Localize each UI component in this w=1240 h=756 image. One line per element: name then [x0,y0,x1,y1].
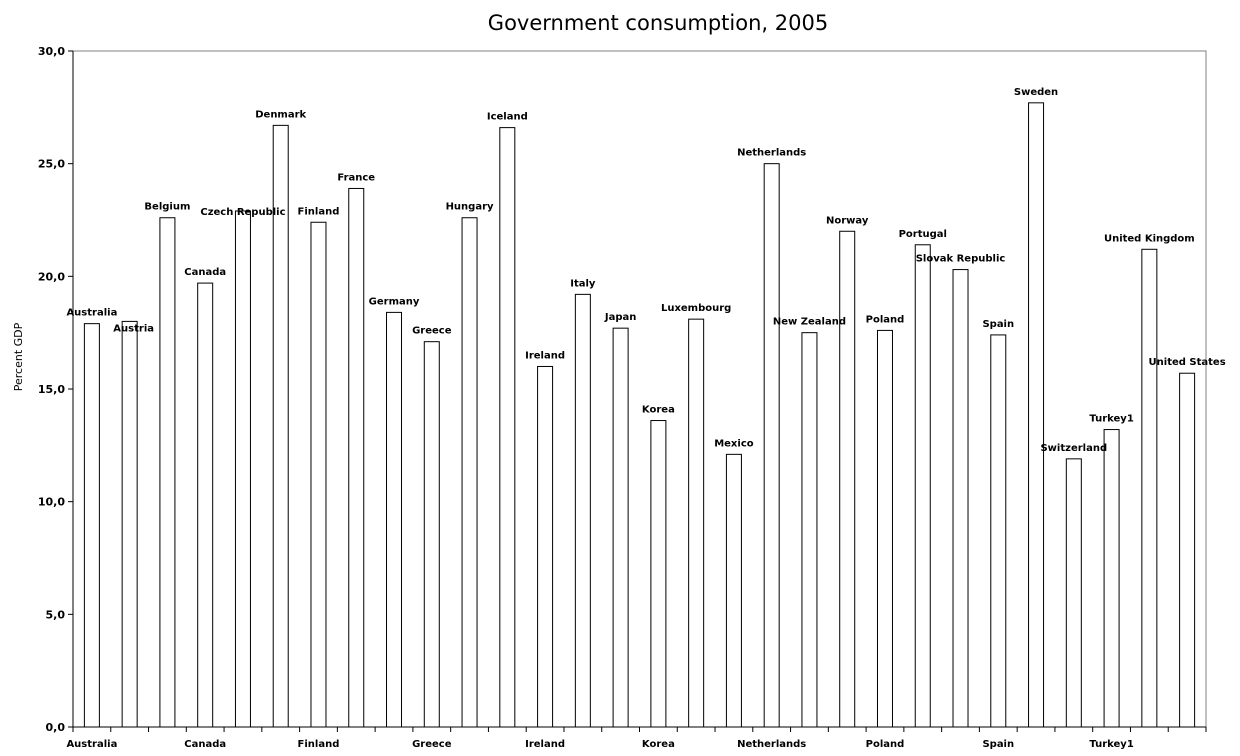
x-tick-label: Australia [66,739,117,750]
y-tick-label: 30,0 [38,45,65,58]
data-labels: Australia Austria Belgium Canada Czech Repub… [66,87,1225,454]
y-tick-label: 10,0 [38,496,65,509]
bar [574,293,591,728]
bar [83,323,100,728]
y-tick-label: 25,0 [38,158,65,171]
bar [310,221,327,728]
bar [1065,458,1082,728]
x-tick-label: Greece [412,739,452,750]
x-tick-label: Netherlands [737,739,806,750]
data-label: Italy [570,278,596,289]
data-label: Slovak Republic [916,254,1006,265]
bar [159,217,176,728]
y-tick-label: 0,0 [46,721,66,734]
bar [272,124,289,728]
data-label: United Kingdom [1104,233,1195,244]
plot-area [72,50,1207,728]
data-label: France [337,172,375,183]
y-tick-label: 15,0 [38,383,65,396]
bar [1103,429,1120,728]
chart-title: Government consumption, 2005 [488,11,828,35]
bar [763,163,780,728]
bar [688,318,705,728]
bar [725,453,742,728]
bar [386,311,403,728]
bar [1179,372,1196,728]
bar [121,320,138,728]
data-label: Finland [298,206,340,217]
data-label: Germany [369,296,420,307]
data-label: Korea [642,405,675,416]
bar [1141,248,1158,728]
y-tick-label: 5,0 [46,608,66,621]
bar [348,187,365,728]
x-tick-label: Poland [866,739,905,750]
data-label: Canada [184,267,226,278]
axes [68,50,1207,732]
bars [83,102,1196,728]
bar [499,127,516,728]
x-tick-label: Spain [982,739,1014,750]
bar [612,327,629,728]
x-tick-label: Korea [642,739,675,750]
bar [952,269,969,728]
data-label: Luxembourg [661,303,731,314]
data-label: Mexico [714,438,754,449]
data-label: Netherlands [737,148,806,159]
bar [461,217,478,728]
data-label: Australia [66,308,117,319]
data-label: Denmark [255,109,306,120]
x-tick-label: Finland [298,739,340,750]
data-label: Greece [412,326,452,337]
tick-labels: 0,0 5,0 10,0 15,0 20,0 25,0 30,0 Australia Canad… [38,45,1134,750]
bar [876,329,893,728]
y-tick-label: 20,0 [38,270,65,283]
bar [234,210,251,728]
bar [1028,102,1045,728]
data-label: Czech Republic [200,207,285,218]
bar [197,282,214,728]
data-label: Belgium [144,202,190,213]
x-tick-label: Canada [184,739,226,750]
data-label: Switzerland [1040,443,1107,454]
data-label: Ireland [525,350,565,361]
data-label: New Zealand [773,317,846,328]
bar [801,332,818,728]
bar [839,230,856,728]
data-label: Iceland [487,112,528,123]
data-label: Hungary [446,202,494,213]
data-label: Austria [113,323,154,334]
data-label: Japan [604,312,637,323]
data-label: Spain [982,319,1014,330]
bar [423,341,440,728]
bar [537,365,554,728]
data-label: United States [1149,357,1226,368]
y-axis-label: Percent GDP [12,322,25,391]
bar [650,420,667,728]
data-label: Poland [866,314,905,325]
x-tick-label: Turkey1 [1089,739,1133,750]
data-label: Portugal [899,229,947,240]
data-label: Norway [826,215,869,226]
data-label: Sweden [1014,87,1058,98]
bar [990,334,1007,728]
data-label: Turkey1 [1089,414,1133,425]
x-tick-label: Ireland [525,739,565,750]
bar [914,244,931,728]
